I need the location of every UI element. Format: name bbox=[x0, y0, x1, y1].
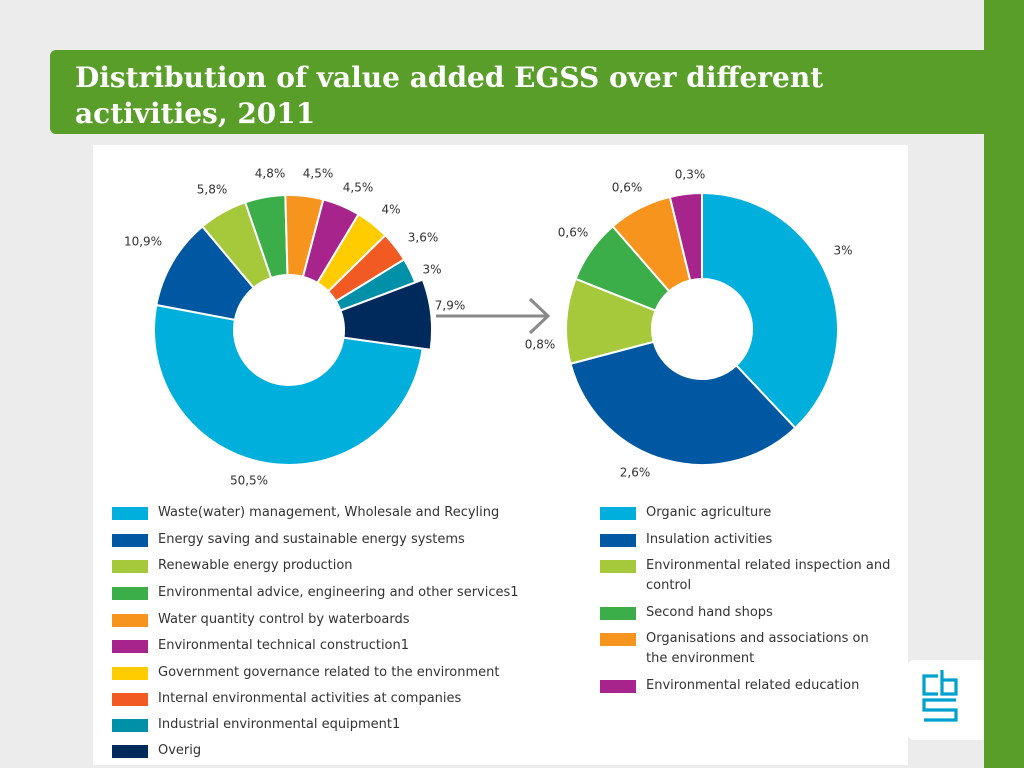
cbs-logo bbox=[908, 660, 984, 740]
legend-label: Waste(water) management, Wholesale and R… bbox=[158, 505, 500, 520]
slice-waste-water-management-wholesale-and-recyling bbox=[153, 303, 424, 466]
legend-item-insulation-activities: Insulation activities bbox=[600, 532, 891, 550]
data-label-environmental-advice-engineering-and-other-services1: 4,8% bbox=[255, 167, 286, 181]
data-label-overig: 7,9% bbox=[435, 299, 466, 313]
legend-label: Environmental related inspection and con… bbox=[646, 558, 891, 593]
legend-swatch bbox=[600, 633, 636, 646]
legend-item-overig: Overig bbox=[112, 743, 201, 761]
data-label-environmental-related-education: 0,3% bbox=[675, 168, 706, 182]
legend-swatch bbox=[112, 693, 148, 706]
legend-swatch bbox=[112, 507, 148, 520]
data-label-renewable-energy-production: 5,8% bbox=[197, 183, 228, 197]
legend-label: Insulation activities bbox=[646, 532, 773, 547]
legend-item-energy-saving-and-sustainable-energy-systems: Energy saving and sustainable energy sys… bbox=[112, 532, 465, 550]
legend-label: Energy saving and sustainable energy sys… bbox=[158, 532, 465, 547]
legend-swatch bbox=[112, 719, 148, 732]
legend-swatch bbox=[600, 680, 636, 693]
data-label-energy-saving-and-sustainable-energy-systems: 10,9% bbox=[124, 235, 162, 249]
legend-label: Organic agriculture bbox=[646, 505, 772, 520]
legend-item-water-quantity-control-by-waterboards: Water quantity control by waterboards bbox=[112, 612, 410, 630]
legend-swatch bbox=[600, 507, 636, 520]
data-label-internal-environmental-activities-at-companies: 3,6% bbox=[408, 231, 439, 245]
legend-label: Overig bbox=[158, 743, 202, 758]
arrow-head bbox=[528, 297, 551, 335]
legend-item-waste-water-management-wholesale-and-recyling: Waste(water) management, Wholesale and R… bbox=[112, 505, 499, 523]
legend-swatch bbox=[112, 534, 148, 547]
legend-item-environmental-related-education: Environmental related education bbox=[600, 678, 891, 696]
legend-label: Organisations and associations on the en… bbox=[646, 631, 869, 666]
data-label-organisations-and-associations-on-the-environment: 0,6% bbox=[612, 181, 643, 195]
donut-chart-activities: 50,5% 10,9% 5,8% 4,8% 4,5% 4,5% 4% 3,6% 3% 7,9% bbox=[124, 167, 465, 488]
legend-label: Industrial environmental equipment1 bbox=[158, 717, 401, 732]
title-banner bbox=[50, 50, 984, 134]
legend-label: Renewable energy production bbox=[158, 558, 353, 573]
data-label-organic-agriculture: 3% bbox=[833, 244, 852, 258]
legend-item-renewable-energy-production: Renewable energy production bbox=[112, 558, 353, 576]
slice-environmental-related-education bbox=[668, 191, 703, 282]
data-label-government-governance-related-to-the-environment: 4% bbox=[381, 203, 400, 217]
legend-item-environmental-advice-engineering-and-other-services1: Environmental advice, engineering and ot… bbox=[112, 585, 519, 603]
donut-chart-overig-breakdown: 3% 2,6% 0,8% 0,6% 0,6% 0,3% bbox=[525, 168, 853, 480]
slice-overig bbox=[339, 278, 433, 351]
data-label-environmental-technical-construction1: 4,5% bbox=[343, 181, 374, 195]
slice-insulation-activities bbox=[569, 340, 797, 466]
legend-item-organisations-and-associations-on-the-environment: Organisations and associations on the en… bbox=[600, 631, 891, 669]
legend-swatch bbox=[600, 560, 636, 573]
legend-swatch bbox=[112, 745, 148, 758]
cbs-logo-icon bbox=[922, 670, 958, 722]
legend-item-organic-agriculture: Organic agriculture bbox=[600, 505, 891, 523]
slide-title: Distribution of value added EGSS over di… bbox=[75, 61, 824, 130]
data-label-environmental-related-inspection-and-control: 0,8% bbox=[525, 338, 556, 352]
legend-item-environmental-related-inspection-and-control: Environmental related inspection and con… bbox=[600, 558, 891, 596]
legend-swatch bbox=[112, 640, 148, 653]
legend-label: Environmental related education bbox=[646, 678, 860, 693]
data-label-second-hand-shops: 0,6% bbox=[558, 226, 589, 240]
legend-item-second-hand-shops: Second hand shops bbox=[600, 605, 891, 623]
legend-label: Internal environmental activities at com… bbox=[158, 691, 462, 706]
legend-swatch bbox=[600, 607, 636, 620]
legend-item-industrial-environmental-equipment1: Industrial environmental equipment1 bbox=[112, 717, 400, 735]
legend-label: Second hand shops bbox=[646, 605, 773, 620]
legend-label: Water quantity control by waterboards bbox=[158, 612, 410, 627]
right-accent-bar bbox=[984, 0, 1024, 768]
data-label-water-quantity-control-by-waterboards: 4,5% bbox=[303, 167, 334, 181]
data-label-industrial-environmental-equipment1: 3% bbox=[422, 263, 441, 277]
legend-swatch bbox=[112, 667, 148, 680]
legend-label: Environmental advice, engineering and ot… bbox=[158, 585, 519, 600]
legend-label: Government governance related to the env… bbox=[158, 665, 500, 680]
legend-item-government-governance-related-to-the-environment: Government governance related to the env… bbox=[112, 665, 500, 683]
legend-swatch bbox=[600, 534, 636, 547]
legend-label: Environmental technical construction1 bbox=[158, 638, 410, 653]
slice-organic-agriculture bbox=[701, 191, 839, 430]
breakdown-arrow bbox=[436, 297, 551, 335]
legend-swatch bbox=[112, 587, 148, 600]
legend-swatch bbox=[112, 614, 148, 627]
data-label-insulation-activities: 2,6% bbox=[620, 466, 651, 480]
legend-item-internal-environmental-activities-at-companies: Internal environmental activities at com… bbox=[112, 691, 461, 709]
legend-item-environmental-technical-construction1: Environmental technical construction1 bbox=[112, 638, 409, 656]
data-label-waste-water-management-wholesale-and-recyling: 50,5% bbox=[230, 474, 268, 488]
legend-swatch bbox=[112, 560, 148, 573]
